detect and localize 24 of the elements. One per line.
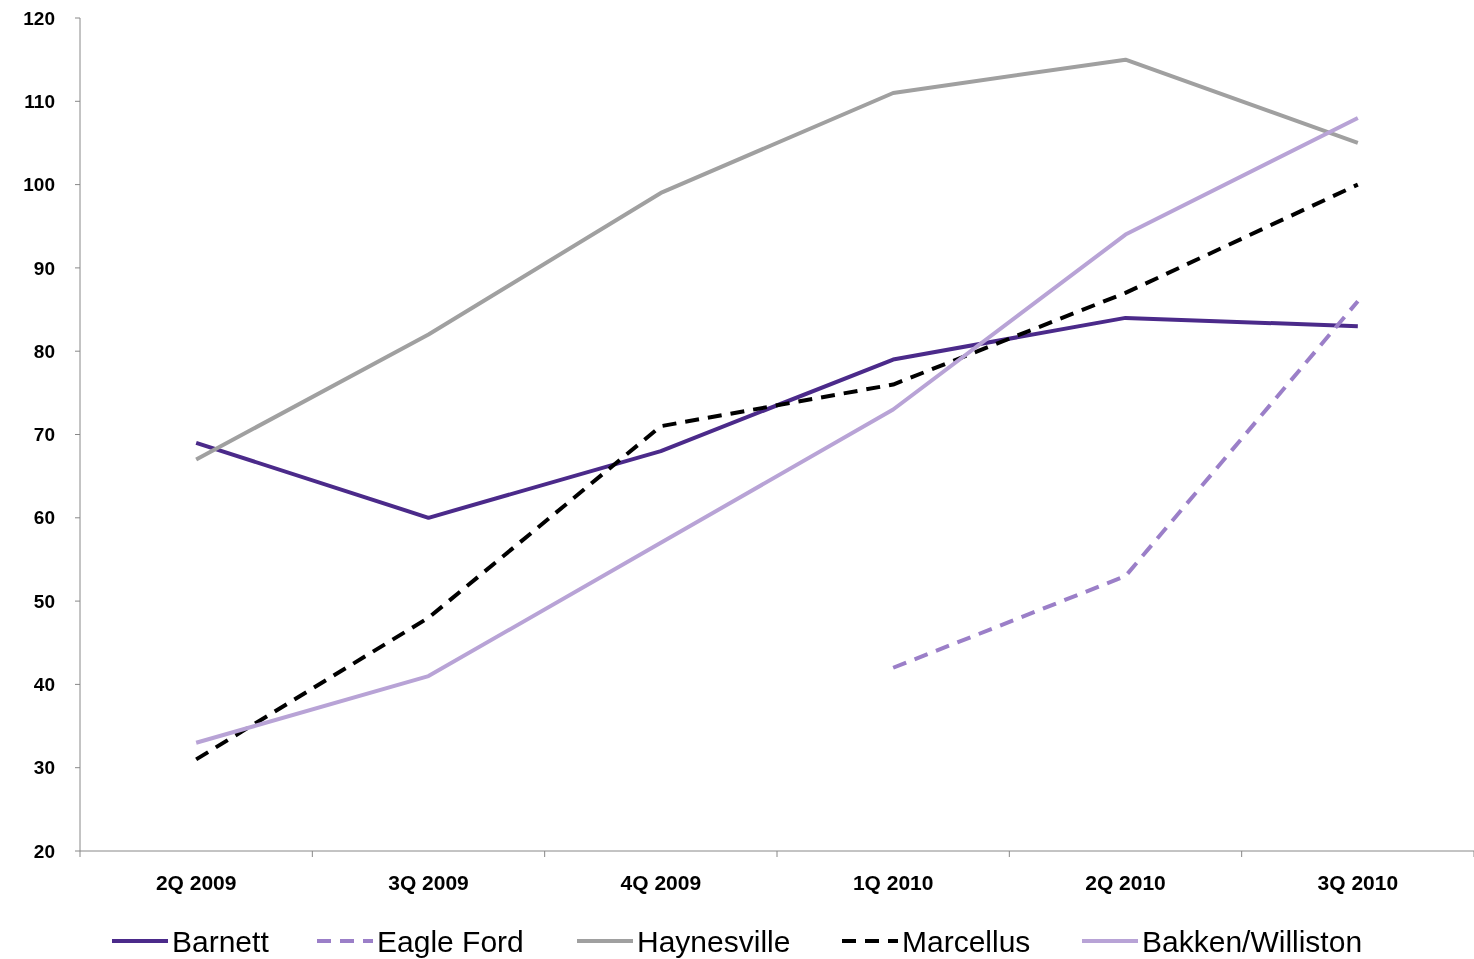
y-tick-label: 80 [33,340,55,362]
legend-label: Marcellus [902,924,1031,958]
x-tick-label: 3Q 2010 [1317,871,1399,894]
y-tick-label: 40 [33,674,55,696]
y-tick-label: 60 [33,507,55,529]
y-tick-label: 90 [33,257,55,279]
y-tick-label: 20 [33,840,55,862]
x-tick-label: 2Q 2010 [1085,871,1166,894]
y-tick-label: 30 [33,757,55,779]
y-tick-label: 100 [23,174,55,196]
line-series [194,57,1360,462]
y-tick-label: 120 [23,7,55,29]
legend-label: Barnett [172,924,270,958]
legend-label: Eagle Ford [377,924,524,958]
legend-label: Haynesville [637,924,791,958]
y-tick-label: 50 [33,590,55,612]
y-tick-label: 110 [24,90,55,112]
x-tick-label: 2Q 2009 [155,871,237,894]
x-tick-label: 3Q 2009 [388,871,469,894]
x-tick-label: 4Q 2009 [620,871,702,894]
y-tick-label: 70 [33,424,55,446]
line-series [194,315,1360,520]
legend-label: Bakken/Williston [1142,924,1363,958]
x-tick-label: 1Q 2010 [852,871,934,894]
